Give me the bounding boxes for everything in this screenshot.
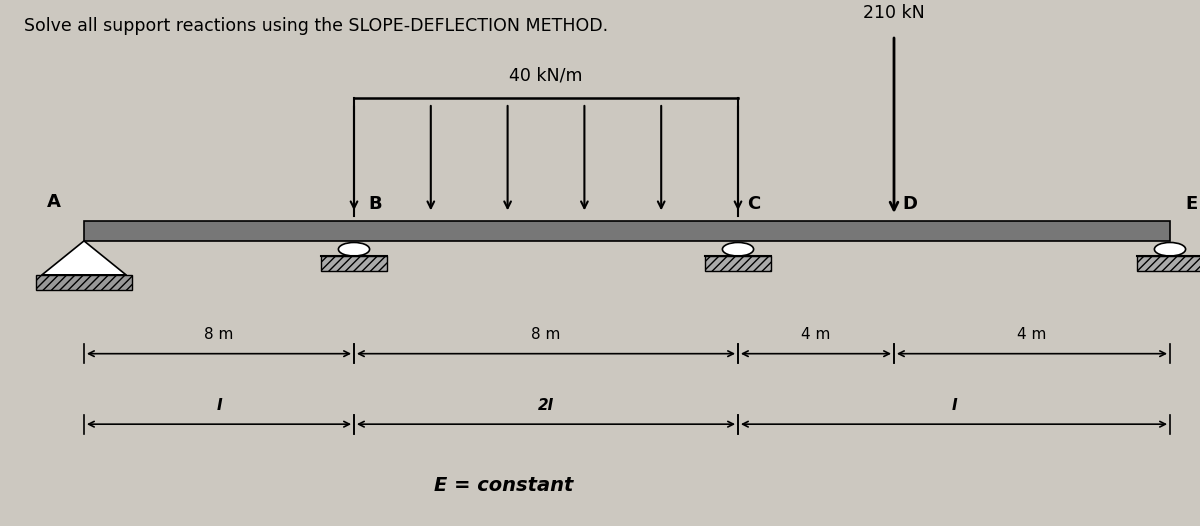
Circle shape [722, 242, 754, 256]
Bar [36, 275, 132, 290]
Circle shape [338, 242, 370, 256]
Text: 4 m: 4 m [802, 327, 830, 342]
Text: B: B [368, 195, 383, 213]
Text: I: I [952, 398, 956, 413]
Text: C: C [746, 195, 761, 213]
Bar [320, 256, 386, 271]
Text: I: I [216, 398, 222, 413]
Bar [84, 221, 1170, 241]
Bar [1138, 256, 1200, 271]
Circle shape [1154, 242, 1186, 256]
Text: 2I: 2I [538, 398, 554, 413]
Text: 4 m: 4 m [1018, 327, 1046, 342]
Polygon shape [42, 241, 126, 275]
Text: 40 kN/m: 40 kN/m [509, 67, 583, 85]
Text: D: D [902, 195, 917, 213]
Text: A: A [47, 193, 61, 210]
Text: Solve all support reactions using the SLOPE-DEFLECTION METHOD.: Solve all support reactions using the SL… [24, 17, 608, 35]
Bar [706, 256, 772, 271]
Text: 8 m: 8 m [532, 327, 560, 342]
Text: 8 m: 8 m [204, 327, 234, 342]
Text: 210 kN: 210 kN [863, 4, 925, 22]
Text: E = constant: E = constant [434, 476, 574, 494]
Text: E: E [1186, 195, 1198, 213]
